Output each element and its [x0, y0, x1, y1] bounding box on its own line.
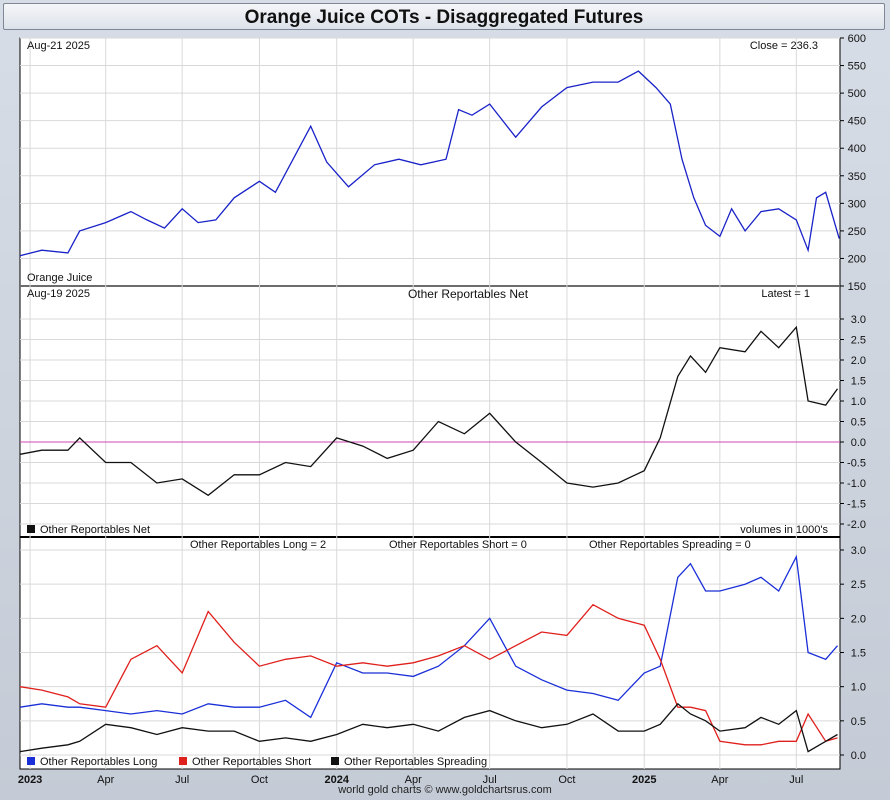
- series-line-other-reportables-short: [19, 603, 838, 746]
- y-tick-label: 1.0: [851, 396, 866, 408]
- x-tick-label: Oct: [251, 774, 268, 786]
- y-tick-label: 400: [848, 143, 866, 155]
- x-tick-label: Oct: [558, 774, 575, 786]
- series-line-price: [19, 70, 840, 257]
- stat-long-label: Other Reportables Long = 2: [190, 539, 326, 551]
- legend-short-label: Other Reportables Short: [192, 756, 311, 768]
- y-tick-label: 500: [848, 88, 866, 100]
- y-tick-label: -2.0: [847, 519, 866, 531]
- y-tick-label: 0.5: [851, 716, 866, 728]
- series-line-other-reportables-spreading: [19, 702, 838, 753]
- x-tick-label: Jul: [175, 774, 189, 786]
- price-series-label: Orange Juice: [27, 272, 92, 284]
- legend-long-swatch: [27, 757, 35, 765]
- x-tick-label: Apr: [711, 774, 728, 786]
- y-tick-label: 2.5: [851, 335, 866, 347]
- price-date-label: Aug-21 2025: [27, 40, 90, 52]
- y-tick-label: 600: [848, 33, 866, 45]
- y-tick-label: 450: [848, 116, 866, 128]
- y-tick-label: 550: [848, 61, 866, 73]
- net-legend-swatch: [27, 525, 35, 533]
- y-tick-label: 1.5: [851, 376, 866, 388]
- chart-footer: world gold charts © www.goldchartsrus.co…: [338, 784, 552, 796]
- y-tick-label: 2.0: [851, 613, 866, 625]
- y-tick-label: -1.5: [847, 499, 866, 511]
- y-tick-label: 0.0: [851, 750, 866, 762]
- net-date-label: Aug-19 2025: [27, 288, 90, 300]
- x-tick-label: Jul: [789, 774, 803, 786]
- series-line-other-reportables-net: [19, 325, 839, 497]
- x-tick-label: Apr: [97, 774, 114, 786]
- net-units-label: volumes in 1000's: [740, 524, 828, 536]
- y-tick-label: -1.0: [847, 478, 866, 490]
- stat-spread-label: Other Reportables Spreading = 0: [589, 539, 751, 551]
- y-tick-label: 2.5: [851, 579, 866, 591]
- legend-long-label: Other Reportables Long: [40, 756, 157, 768]
- series-line-other-reportables-long: [19, 554, 838, 719]
- chart-title: Orange Juice COTs - Disaggregated Future…: [3, 3, 885, 30]
- net-latest-label: Latest = 1: [761, 288, 810, 300]
- y-tick-label: 0.0: [851, 437, 866, 449]
- y-tick-label: 1.5: [851, 648, 866, 660]
- x-tick-label: 2025: [632, 774, 656, 786]
- net-legend-label: Other Reportables Net: [40, 524, 150, 536]
- y-tick-label: 350: [848, 171, 866, 183]
- y-tick-label: 250: [848, 226, 866, 238]
- x-tick-label: 2024: [324, 774, 349, 786]
- y-tick-label: 0.5: [851, 417, 866, 429]
- stat-short-label: Other Reportables Short = 0: [389, 539, 527, 551]
- legend-short-swatch: [179, 757, 187, 765]
- y-tick-label: 300: [848, 198, 866, 210]
- x-tick-label: Jul: [483, 774, 497, 786]
- x-tick-label: 2023: [18, 774, 42, 786]
- price-panel: [19, 37, 841, 287]
- y-tick-label: 3.0: [851, 545, 866, 557]
- legend-spread-label: Other Reportables Spreading: [344, 756, 487, 768]
- y-tick-label: 1.0: [851, 682, 866, 694]
- y-tick-label: 200: [848, 253, 866, 265]
- net-panel: [19, 285, 841, 538]
- x-tick-label: Apr: [405, 774, 422, 786]
- y-tick-label: 3.0: [851, 314, 866, 326]
- y-tick-label: 150: [848, 281, 866, 293]
- price-close-label: Close = 236.3: [750, 40, 818, 52]
- net-panel-title: Other Reportables Net: [408, 287, 529, 301]
- legend-spread-swatch: [331, 757, 339, 765]
- y-tick-label: -0.5: [847, 458, 866, 470]
- y-tick-label: 2.0: [851, 355, 866, 367]
